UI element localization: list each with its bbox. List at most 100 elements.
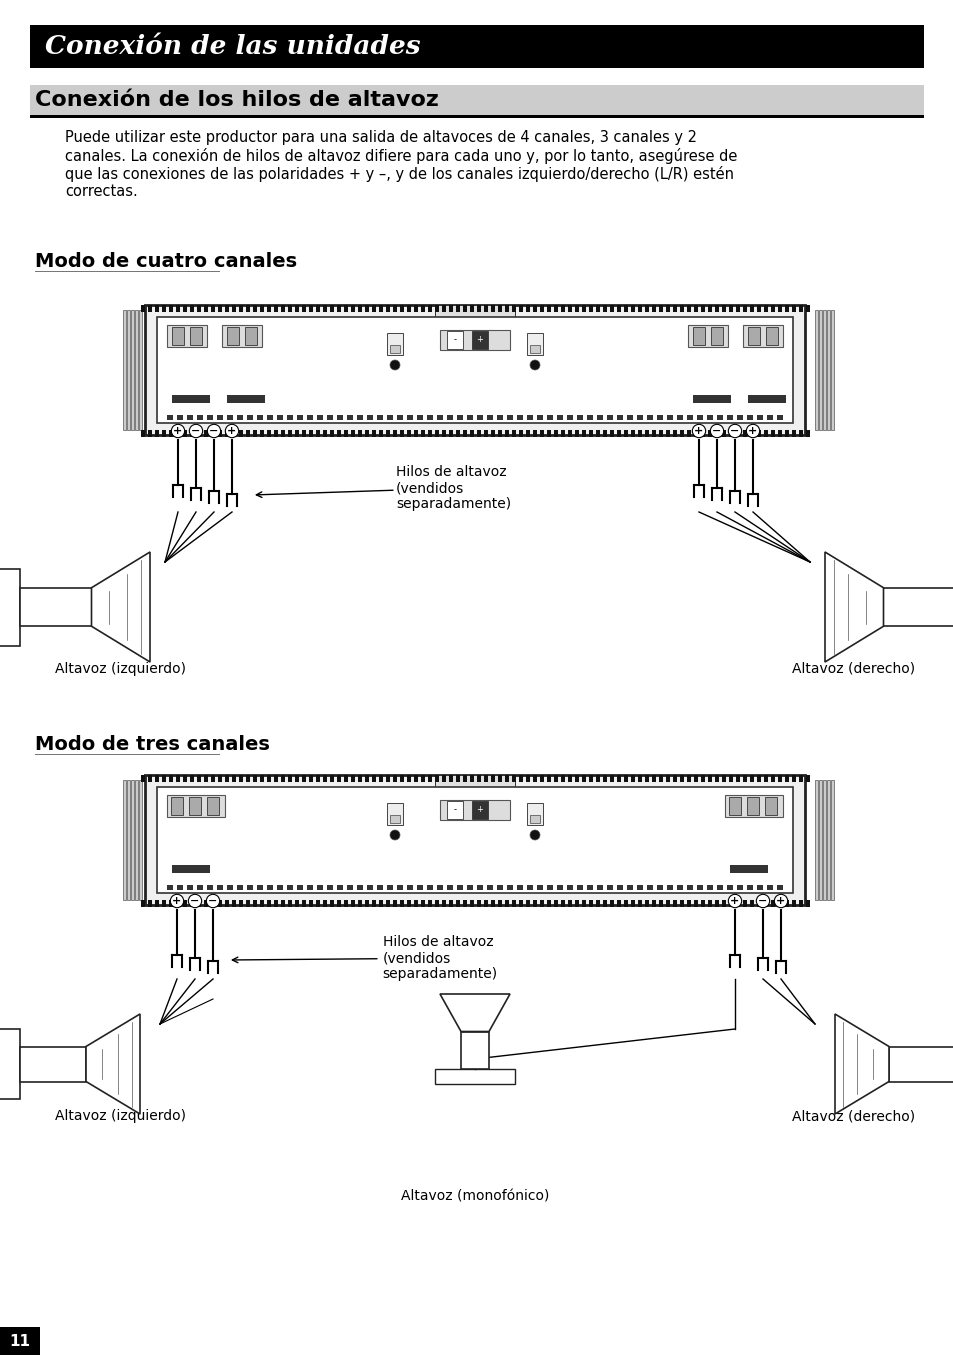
Bar — [131, 310, 133, 430]
Bar — [376, 415, 382, 420]
Bar — [330, 775, 334, 782]
Bar — [365, 775, 369, 782]
Bar — [830, 780, 833, 900]
Bar — [491, 430, 495, 438]
Bar — [387, 333, 402, 355]
Bar — [638, 430, 641, 438]
Bar — [491, 900, 495, 906]
Bar — [0, 569, 20, 645]
Bar — [196, 775, 201, 782]
Bar — [766, 415, 772, 420]
Bar — [190, 430, 193, 438]
Text: Hilos de altavoz
(vendidos
separadamente): Hilos de altavoz (vendidos separadamente… — [256, 465, 511, 511]
Bar — [330, 900, 334, 906]
Bar — [196, 415, 203, 420]
Bar — [470, 775, 474, 782]
Bar — [791, 900, 795, 906]
Bar — [316, 415, 323, 420]
Bar — [588, 775, 593, 782]
Bar — [357, 900, 361, 906]
Text: −: − — [758, 896, 767, 906]
Polygon shape — [834, 1014, 888, 1114]
Bar — [554, 775, 558, 782]
Bar — [517, 415, 522, 420]
Bar — [700, 900, 704, 906]
Bar — [575, 305, 578, 312]
Bar — [588, 430, 593, 438]
Bar — [218, 775, 222, 782]
Bar — [742, 305, 746, 312]
Bar — [700, 775, 704, 782]
Bar — [267, 430, 271, 438]
Bar — [141, 900, 145, 906]
Bar — [399, 775, 403, 782]
Text: Conexión de los hilos de altavoz: Conexión de los hilos de altavoz — [35, 89, 438, 110]
Text: +: + — [476, 336, 483, 344]
Bar — [253, 900, 256, 906]
Bar — [757, 775, 760, 782]
Bar — [483, 900, 488, 906]
Bar — [330, 305, 334, 312]
Bar — [757, 305, 760, 312]
Text: canales. La conexión de hilos de altavoz difiere para cada uno y, por lo tanto, : canales. La conexión de hilos de altavoz… — [65, 148, 737, 164]
Bar — [776, 885, 782, 890]
Bar — [525, 430, 530, 438]
Bar — [609, 430, 614, 438]
Bar — [638, 775, 641, 782]
Bar — [665, 775, 669, 782]
Bar — [372, 775, 375, 782]
Bar — [456, 305, 459, 312]
Circle shape — [390, 360, 399, 370]
Bar — [747, 327, 760, 346]
Text: −: − — [209, 425, 218, 436]
Bar — [597, 885, 602, 890]
Bar — [246, 305, 250, 312]
Bar — [597, 415, 602, 420]
Bar — [765, 327, 778, 346]
Bar — [497, 430, 501, 438]
Bar — [351, 430, 355, 438]
Bar — [470, 430, 474, 438]
Bar — [623, 900, 627, 906]
Bar — [420, 900, 424, 906]
Bar — [232, 430, 235, 438]
Bar — [799, 900, 802, 906]
Bar — [227, 327, 239, 346]
Text: +: + — [694, 425, 703, 436]
Bar — [757, 885, 762, 890]
Text: que las conexiones de las polaridades + y –, y de los canales izquierdo/derecho : que las conexiones de las polaridades + … — [65, 167, 733, 182]
Bar — [530, 346, 539, 354]
Bar — [728, 430, 732, 438]
Bar — [435, 775, 438, 782]
Bar — [567, 775, 572, 782]
Bar — [387, 885, 393, 890]
Bar — [586, 885, 593, 890]
Bar — [456, 900, 459, 906]
Bar — [162, 900, 166, 906]
Bar — [778, 430, 781, 438]
Bar — [281, 900, 285, 906]
Bar — [687, 325, 727, 347]
Text: Conexión de las unidades: Conexión de las unidades — [45, 34, 420, 60]
Bar — [518, 775, 522, 782]
Bar — [420, 305, 424, 312]
Bar — [323, 900, 327, 906]
Bar — [441, 775, 446, 782]
Bar — [127, 780, 130, 900]
Bar — [596, 900, 599, 906]
Bar — [386, 430, 390, 438]
Bar — [526, 415, 533, 420]
Bar — [344, 900, 348, 906]
Bar — [721, 305, 725, 312]
Bar — [697, 885, 702, 890]
Bar — [378, 775, 382, 782]
Bar — [187, 885, 193, 890]
Bar — [407, 305, 411, 312]
Bar — [302, 775, 306, 782]
Bar — [476, 305, 480, 312]
Bar — [742, 430, 746, 438]
Bar — [630, 305, 635, 312]
Text: +: + — [172, 896, 181, 906]
Bar — [435, 430, 438, 438]
Bar — [336, 900, 340, 906]
